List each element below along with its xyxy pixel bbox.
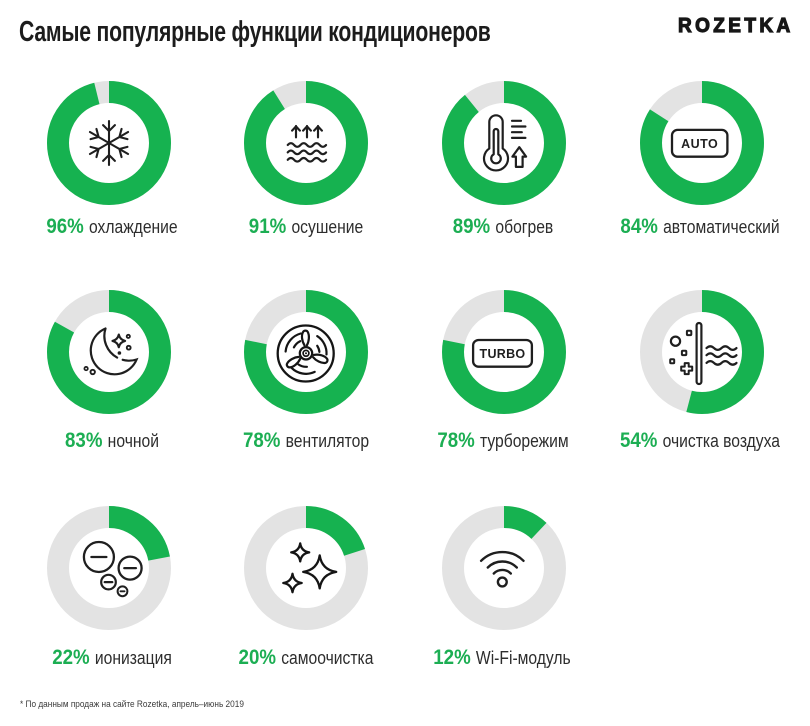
svg-text:AUTO: AUTO [681, 136, 718, 150]
svg-text:TURBO: TURBO [480, 347, 526, 361]
